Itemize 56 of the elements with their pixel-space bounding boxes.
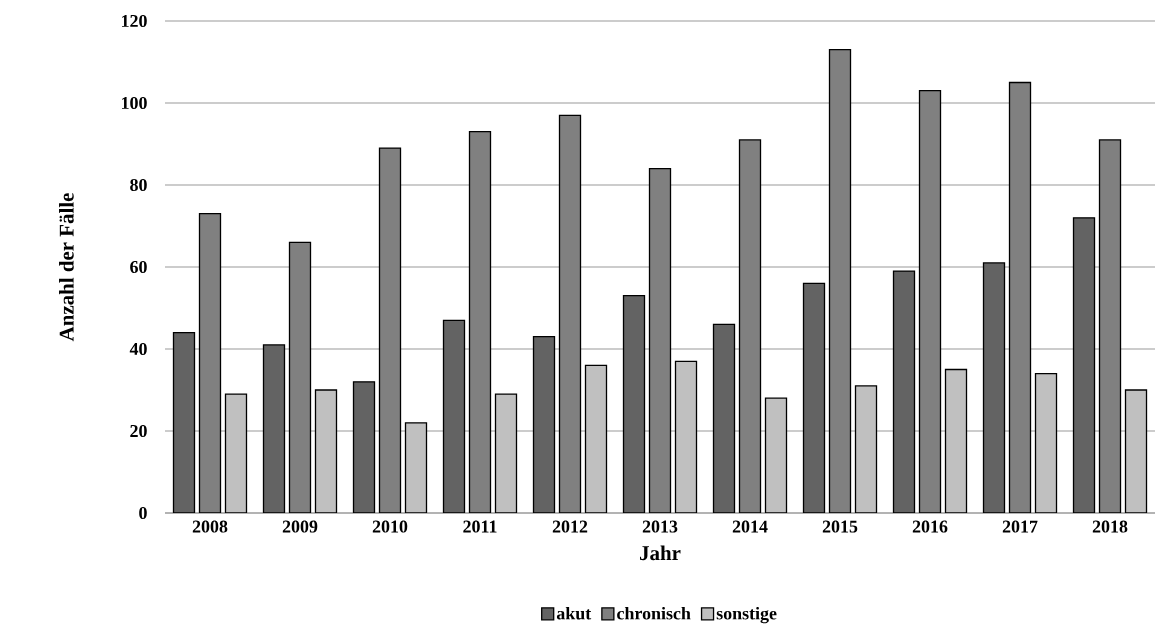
x-tick-label: 2009: [282, 520, 318, 533]
y-tick-label: 60: [130, 260, 147, 274]
bar: [353, 381, 375, 513]
x-tick-label: 2012: [552, 520, 588, 533]
bar: [945, 369, 967, 513]
bar: [803, 283, 825, 513]
bar: [263, 344, 285, 513]
bar: [405, 422, 427, 513]
bar: [199, 213, 221, 513]
bar: [739, 139, 761, 513]
bar: [675, 361, 697, 513]
y-tick-label: 120: [122, 14, 147, 28]
x-tick-label: 2016: [912, 520, 948, 533]
x-tick-label: 2008: [192, 520, 228, 533]
bar: [829, 49, 851, 513]
bar: [379, 148, 401, 513]
y-axis-title: Anzahl der Fälle: [59, 193, 74, 342]
legend-label: akut: [556, 606, 592, 620]
bar: [585, 365, 607, 513]
bar: [623, 295, 645, 513]
bar: [443, 320, 465, 513]
bar: [533, 336, 555, 513]
bar: [893, 271, 915, 513]
bar: [1098, 139, 1122, 513]
bar: [469, 131, 491, 513]
bar: [649, 168, 671, 513]
y-tick-label: 100: [122, 96, 147, 110]
bar: [765, 398, 787, 513]
legend-label: chronisch: [617, 606, 691, 620]
bar: [855, 385, 877, 513]
x-tick-label: 2015: [822, 520, 858, 533]
x-tick-label: 2014: [732, 520, 768, 533]
y-tick-label: 40: [129, 342, 147, 356]
y-tick-label: 80: [130, 178, 147, 192]
y-tick-label: 20: [130, 424, 147, 438]
bar: [173, 332, 195, 513]
bar: [919, 90, 941, 513]
bar: [1072, 217, 1096, 513]
bar: [1124, 389, 1148, 513]
x-tick-label: 2018: [1092, 520, 1128, 533]
x-tick-label: 2013: [642, 520, 678, 533]
bar: [225, 394, 247, 513]
bar: [559, 115, 581, 513]
y-tick-label: 0: [139, 506, 147, 520]
x-axis-title: Jahr: [640, 545, 681, 561]
bar: [983, 262, 1005, 513]
x-tick-label: 2010: [372, 520, 408, 533]
bar: [495, 394, 517, 513]
bar: [315, 390, 337, 513]
bar: [713, 324, 735, 513]
bar: [289, 242, 311, 513]
legend-label: sonstige: [716, 606, 777, 624]
bar: [1009, 82, 1031, 513]
bar: [1035, 373, 1057, 513]
x-tick-label: 2011: [463, 520, 497, 533]
x-tick-label: 2017: [1002, 520, 1038, 533]
